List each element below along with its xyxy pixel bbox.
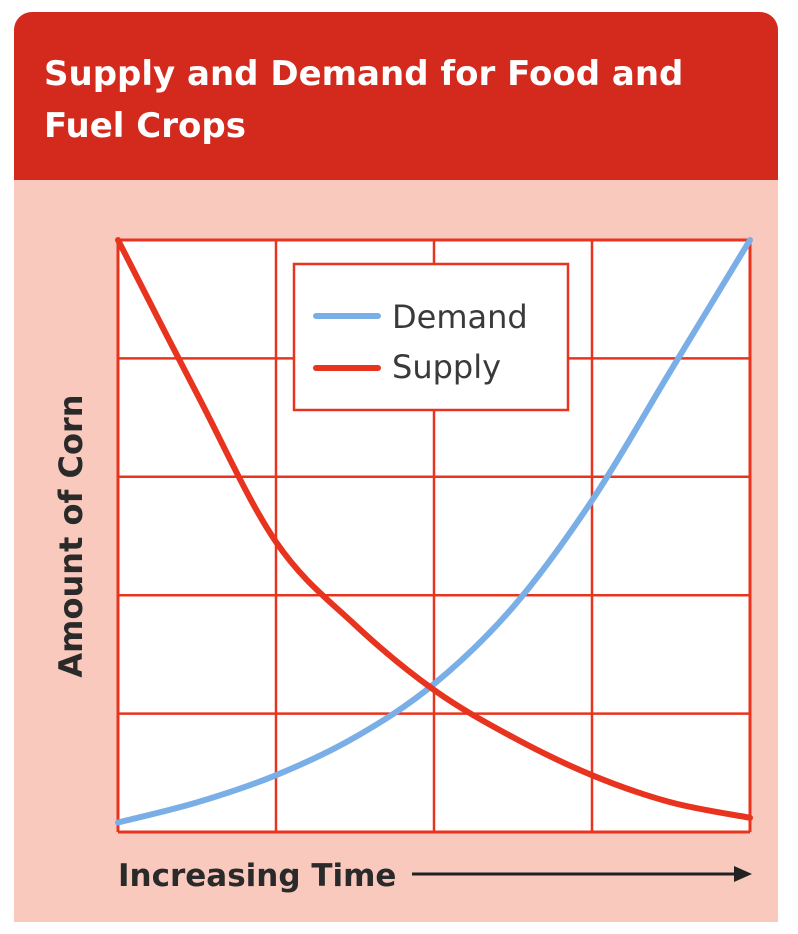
legend: Demand Supply: [292, 262, 570, 412]
y-axis-label: Amount of Corn: [52, 394, 90, 677]
legend-label-supply: Supply: [392, 348, 501, 386]
legend-box: [292, 262, 570, 412]
time-arrow: [412, 866, 752, 882]
series-line-demand: [115, 237, 753, 826]
title-banner: Supply and Demand for Food and Fuel Crop…: [14, 12, 778, 180]
series-lines: [115, 237, 753, 826]
chart-title: Supply and Demand for Food and Fuel Crop…: [44, 54, 684, 146]
legend-label-demand: Demand: [392, 298, 528, 336]
series-line-supply: [115, 237, 753, 821]
x-axis-label: Increasing Time: [118, 858, 396, 894]
arrow-head: [734, 866, 752, 882]
